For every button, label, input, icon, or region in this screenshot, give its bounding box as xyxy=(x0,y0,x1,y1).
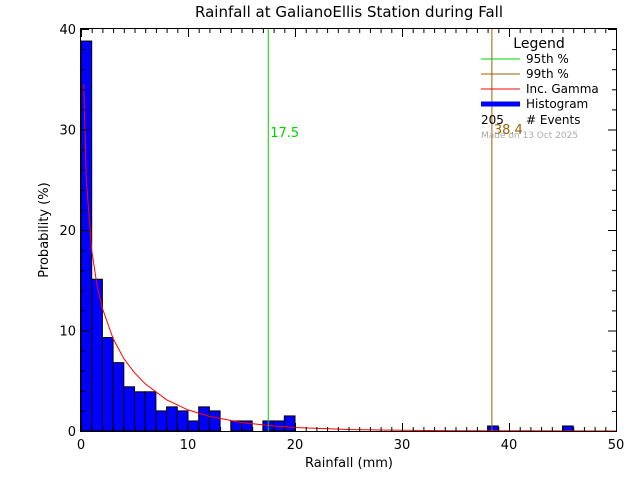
histogram-bar-7 xyxy=(155,410,168,432)
histogram-bar-5 xyxy=(134,391,146,432)
percentile-label-1: 38.4 xyxy=(494,123,523,138)
histogram-bar-0 xyxy=(80,40,93,432)
histogram-bar-19 xyxy=(562,425,574,432)
legend-label-0: 95th % xyxy=(526,52,569,66)
histogram-bar-6 xyxy=(144,391,157,432)
histogram-bar-4 xyxy=(123,386,136,432)
plot-frame xyxy=(80,28,617,432)
histogram-bar-18 xyxy=(487,425,499,432)
histogram-bar-3 xyxy=(112,362,125,432)
x-tick-label: 40 xyxy=(501,438,518,453)
events-label: # Events xyxy=(526,113,581,127)
gamma-curve xyxy=(83,84,617,432)
legend-title: Legend xyxy=(513,36,564,52)
legend-label-2: Inc. Gamma xyxy=(526,82,599,96)
y-axis-label: Probability (%) xyxy=(37,182,52,277)
y-tick-label: 20 xyxy=(59,224,76,239)
y-tick-label: 0 xyxy=(68,425,76,440)
legend-label-1: 99th % xyxy=(526,67,569,81)
histogram-bar-12 xyxy=(208,410,221,432)
y-tick-label: 40 xyxy=(59,23,76,38)
x-tick-label: 50 xyxy=(608,438,625,453)
histogram-bar-17 xyxy=(283,415,296,432)
y-tick-label: 30 xyxy=(59,124,76,139)
x-tick-label: 0 xyxy=(77,438,85,453)
y-tick-label: 10 xyxy=(59,325,76,340)
histogram-bar-2 xyxy=(101,337,114,432)
y-axis: 0 10 20 30 40 xyxy=(59,23,616,440)
histogram-bar-8 xyxy=(166,406,178,432)
x-tick-label: 30 xyxy=(394,438,411,453)
events-count: 205 xyxy=(481,113,504,127)
histogram-bar-9 xyxy=(176,410,189,432)
x-axis-label: Rainfall (mm) xyxy=(305,456,393,471)
histogram-bar-10 xyxy=(187,420,200,432)
legend-label-3: Histogram xyxy=(526,97,588,111)
modified-date: Made on 13 Oct 2025 xyxy=(481,131,578,141)
percentile-label-0: 17.5 xyxy=(270,126,299,141)
chart-title: Rainfall at GalianoEllis Station during … xyxy=(195,3,503,21)
histogram-bar-11 xyxy=(198,406,210,432)
x-tick-label: 10 xyxy=(180,438,197,453)
histogram-bars xyxy=(80,40,574,432)
x-axis: 0 10 20 30 40 50 xyxy=(77,29,624,453)
x-tick-label: 20 xyxy=(287,438,304,453)
percentile-lines: 17.5 38.4 xyxy=(267,29,523,431)
